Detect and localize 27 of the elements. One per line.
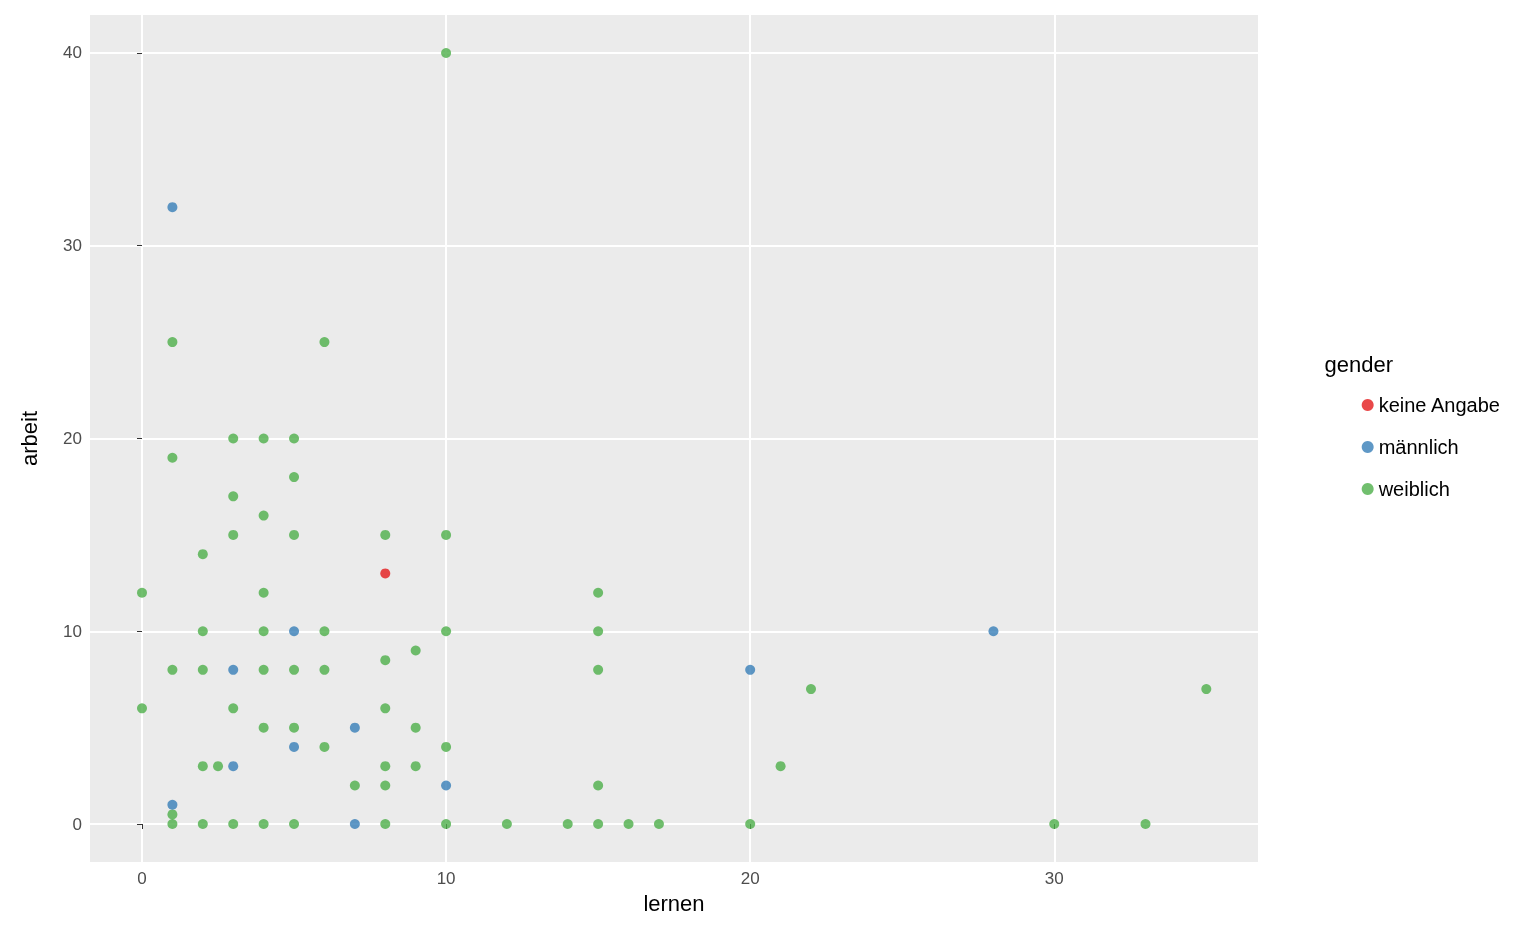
y-tick-label: 30 xyxy=(63,236,82,256)
x-tick-label: 20 xyxy=(740,869,760,888)
point xyxy=(745,664,756,675)
legend-label: weiblich xyxy=(1377,478,1450,500)
point xyxy=(167,202,178,213)
x-tick-label: 10 xyxy=(436,869,456,888)
point xyxy=(988,626,999,637)
legend-title: gender xyxy=(1324,351,1394,377)
y-tick-label: 40 xyxy=(63,43,82,63)
point xyxy=(167,799,178,810)
point xyxy=(349,722,360,733)
legend-label: männlich xyxy=(1378,436,1459,458)
x-axis-title: lernen xyxy=(643,890,705,916)
x-tick-label: 30 xyxy=(1044,869,1064,888)
point xyxy=(228,664,239,675)
point xyxy=(380,568,391,579)
point xyxy=(349,819,360,830)
point xyxy=(289,626,300,637)
point xyxy=(289,741,300,752)
y-tick-label: 10 xyxy=(63,621,82,641)
y-tick-label: 20 xyxy=(63,429,82,448)
y-tick-label: 0 xyxy=(72,814,82,834)
point xyxy=(228,761,239,772)
legend-label: keine Angabe xyxy=(1378,394,1500,416)
x-tick-label: 0 xyxy=(137,869,147,888)
point xyxy=(441,780,452,791)
y-axis-title: arbeit xyxy=(16,410,42,467)
